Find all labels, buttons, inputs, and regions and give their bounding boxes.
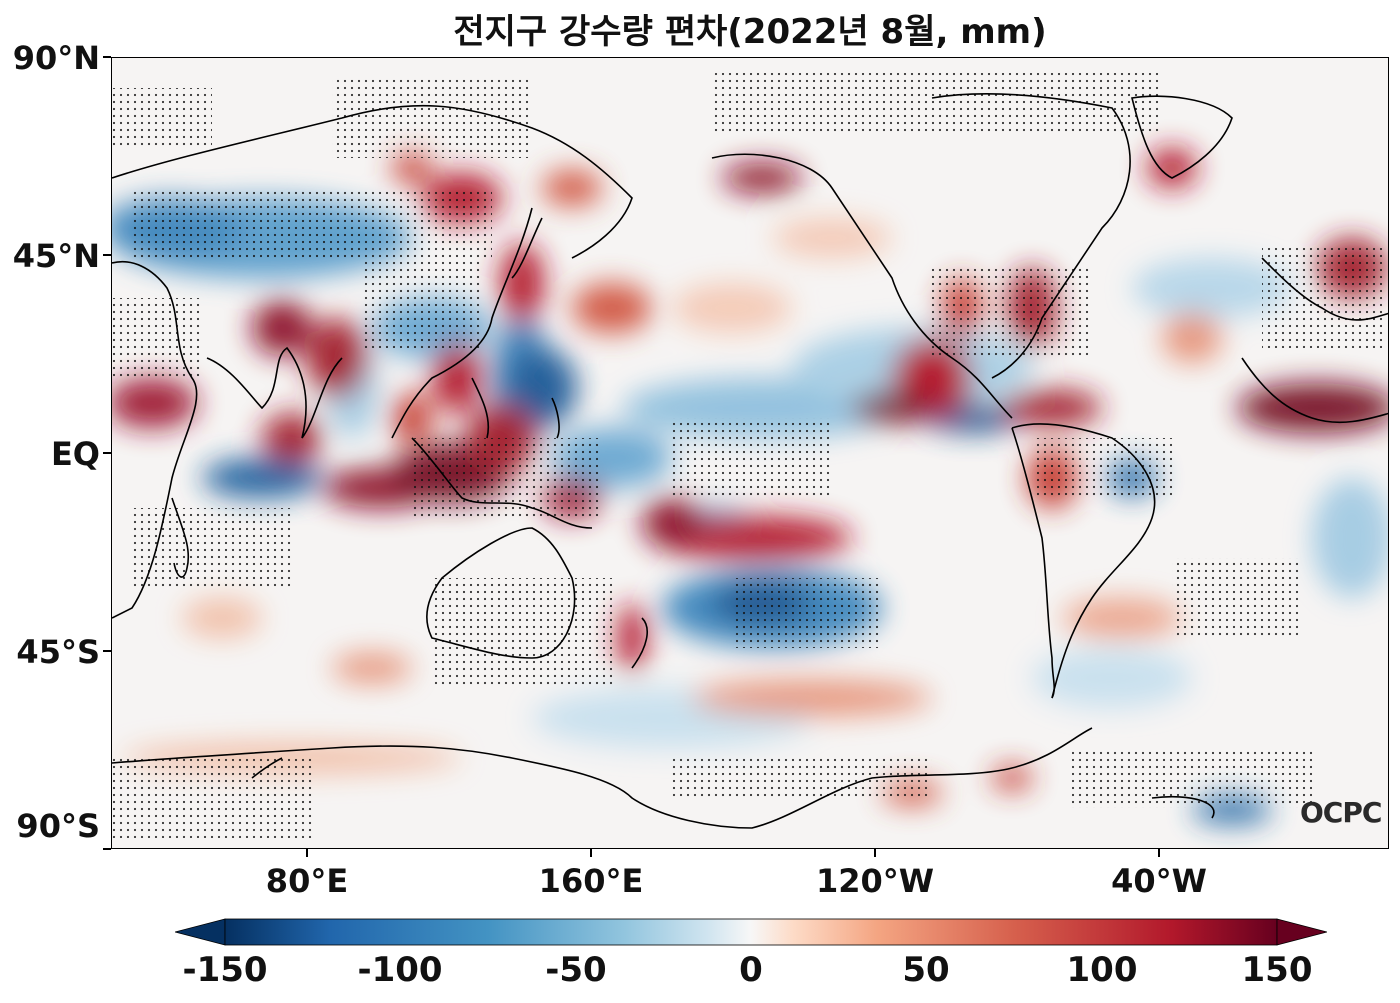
- colorbar-extend-low: [175, 918, 226, 946]
- lat-label-eq: EQ: [50, 435, 100, 473]
- lat-label-45s: 45°S: [16, 633, 100, 671]
- colorbar-tick-label: 100: [1066, 950, 1138, 990]
- stipple-dots: [112, 73, 1382, 838]
- lon-tick: [874, 849, 876, 857]
- colorbar-extend-high: [1276, 918, 1327, 946]
- precipitation-anomaly-map: [111, 57, 1389, 849]
- colorbar-tick-label: 150: [1241, 950, 1313, 990]
- lat-label-90n: 90°N: [12, 39, 100, 77]
- lon-tick: [590, 849, 592, 857]
- coastlines: [112, 93, 1388, 829]
- colorbar-tick-label: -100: [357, 950, 443, 990]
- lat-tick: [103, 650, 111, 652]
- lat-tick: [103, 254, 111, 256]
- colorbar-tick-label: 50: [902, 950, 950, 990]
- lat-tick: [103, 56, 111, 58]
- colorbar: [175, 918, 1327, 946]
- colorbar-gradient: [224, 918, 1278, 946]
- lon-label-120w: 120°W: [815, 862, 935, 900]
- lat-tick: [103, 452, 111, 454]
- lon-tick: [306, 849, 308, 857]
- map-title: 전지구 강수량 편차(2022년 8월, mm): [453, 12, 1047, 52]
- lon-label-160e: 160°E: [538, 862, 644, 900]
- lat-label-90s: 90°S: [16, 807, 100, 845]
- colorbar-tick-label: -150: [182, 950, 268, 990]
- colorbar-tick-label: 0: [739, 950, 763, 990]
- lat-tick: [103, 848, 111, 850]
- lon-label-40w: 40°W: [1111, 862, 1207, 900]
- lon-label-80e: 80°E: [265, 862, 349, 900]
- lon-tick: [1158, 849, 1160, 857]
- ocpc-watermark: OCPC: [1300, 796, 1382, 829]
- lat-label-45n: 45°N: [12, 237, 100, 275]
- colorbar-tick-label: -50: [545, 950, 607, 990]
